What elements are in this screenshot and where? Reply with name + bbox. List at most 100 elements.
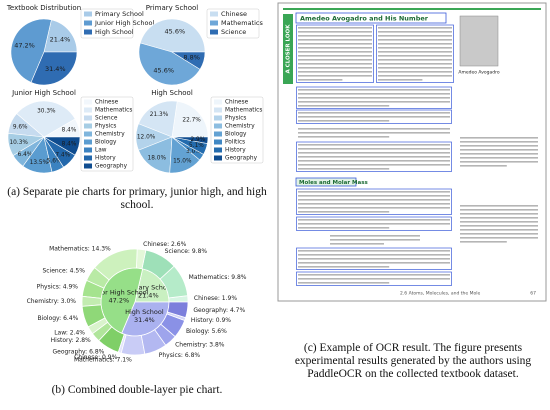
- text-line: [298, 156, 450, 158]
- legend-label: Science: [221, 28, 246, 36]
- text-line: [298, 120, 390, 122]
- ocr-box: [296, 247, 452, 270]
- text-line: [298, 89, 450, 91]
- text-line: [298, 199, 450, 201]
- text-line: [298, 51, 372, 53]
- caption-label: (b): [51, 384, 65, 396]
- text-line: [378, 63, 452, 65]
- text-line: [298, 67, 372, 69]
- legend-swatch: [214, 131, 222, 137]
- legend-label: Physics: [95, 124, 116, 130]
- text-line: [298, 71, 372, 73]
- text-line: [298, 31, 372, 33]
- outer-label: History: 2.8%: [51, 337, 91, 344]
- text-line: [460, 205, 538, 207]
- pie-slice: [30, 51, 78, 86]
- inner-label: Junior High School: [88, 289, 148, 297]
- chart-title: High School: [151, 89, 193, 97]
- text-line: [460, 149, 538, 151]
- pie-slice: [139, 18, 206, 53]
- ocr-box: [376, 24, 454, 83]
- legend-swatch: [84, 163, 92, 169]
- slice-label: 45.6%: [164, 28, 185, 36]
- portrait: [459, 15, 499, 67]
- legend-label: Chinese: [95, 100, 119, 106]
- slice-label: 21.4%: [50, 35, 71, 43]
- text-line: [298, 35, 372, 37]
- text-line: [298, 203, 450, 205]
- ocr-box: [296, 109, 452, 124]
- slice-label: 31.4%: [45, 65, 66, 73]
- ocr-box: [295, 12, 447, 24]
- pie-slice: [16, 100, 76, 138]
- caption: (a) Separate pie charts for primary, jun…: [4, 186, 270, 212]
- text-line: [298, 282, 390, 284]
- slice-label: 7.4%: [55, 152, 70, 158]
- slice-label: 13.5%: [30, 160, 49, 166]
- ocr-box: [296, 216, 452, 231]
- text-line: [298, 59, 372, 61]
- text-line: [298, 132, 450, 134]
- outer-label: Chinese: 2.6%: [143, 241, 186, 248]
- slice-label: 45.6%: [153, 67, 174, 75]
- inner-value: 47.2%: [109, 297, 130, 305]
- doc-heading: Amedeo Avogadro and His Number: [300, 15, 429, 23]
- text-line: [460, 157, 538, 159]
- slice-label: 30.3%: [37, 109, 56, 115]
- text-line: [298, 93, 450, 95]
- header-rule: [283, 8, 541, 10]
- text-line: [460, 137, 538, 139]
- text-line: [298, 278, 450, 280]
- legend-label: Junior High School: [94, 19, 154, 27]
- text-line: [298, 75, 372, 77]
- doc-section: Moles and Molar Mass: [299, 180, 368, 186]
- outer-label: History: 0.9%: [191, 317, 231, 324]
- text-line: [378, 75, 452, 77]
- legend-label: Politics: [225, 140, 245, 146]
- slice-label: 18.0%: [148, 155, 167, 161]
- text-line: [298, 191, 450, 193]
- text-line: [378, 31, 452, 33]
- legend-box: [210, 96, 264, 164]
- legend-swatch: [84, 99, 92, 105]
- caption: (b) Combined double-layer pie chart.: [4, 384, 270, 397]
- outer-slice: [166, 301, 189, 319]
- text-line: [298, 164, 450, 166]
- caption: (c) Example of OCR result. The figure pr…: [284, 342, 542, 381]
- legend-swatch: [84, 107, 92, 113]
- text-line: [378, 39, 452, 41]
- outer-label: Science: 9.8%: [165, 248, 208, 255]
- text-line: [298, 79, 343, 81]
- text-line: [298, 27, 372, 29]
- pie-slice: [170, 51, 206, 70]
- legend-label: Chemistry: [225, 124, 255, 130]
- outer-label: Chinese: 1.9%: [194, 295, 237, 302]
- inner-label: High School: [125, 308, 164, 316]
- text-line: [460, 213, 538, 215]
- legend-swatch: [214, 123, 222, 129]
- legend-swatch: [84, 11, 92, 17]
- text-line: [298, 219, 450, 221]
- legend-swatch: [210, 29, 218, 35]
- legend-box: [80, 96, 134, 172]
- text-line: [460, 221, 538, 223]
- chart-title: Textbook Distribution: [6, 4, 81, 12]
- text-line: [298, 254, 450, 256]
- legend-label: Mathematics: [225, 108, 262, 114]
- text-line: [298, 223, 450, 225]
- text-line: [298, 195, 450, 197]
- text-line: [298, 266, 390, 268]
- text-line: [378, 35, 452, 37]
- text-line: [298, 39, 372, 41]
- slice-label: 6.4%: [18, 152, 33, 158]
- text-line: [460, 237, 538, 239]
- legend-label: Geography: [95, 164, 128, 170]
- text-line: [378, 79, 423, 81]
- text-line: [378, 27, 452, 29]
- text-line: [298, 152, 450, 154]
- text-line: [298, 168, 390, 170]
- text-line: [298, 136, 390, 138]
- slice-label: 3.0%: [186, 149, 201, 155]
- text-line: [298, 274, 450, 276]
- inner-value: 31.4%: [134, 316, 155, 324]
